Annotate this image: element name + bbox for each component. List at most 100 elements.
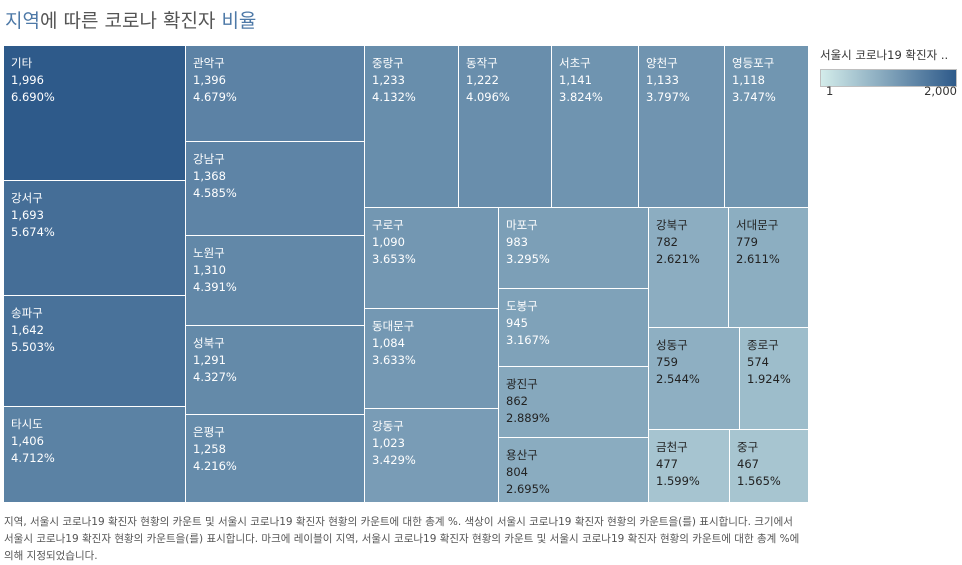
tile-label-group: 동작구 1,222 4.096%	[466, 55, 510, 106]
title-highlight-ratio: 비율	[221, 10, 257, 32]
chart-title: 지역에 따른 코로나 확진자 비율	[5, 6, 256, 33]
tile-label-group: 서초구 1,141 3.824%	[559, 55, 603, 106]
tile-percent-label: 3.167%	[506, 333, 550, 347]
tile-region-label: 금천구	[656, 440, 688, 454]
treemap: 기타 1,996 6.690% 강서구 1,693 5.674% 송파구 1,642 5.503…	[4, 46, 809, 503]
tile-percent-label: 3.747%	[732, 90, 776, 104]
tile-region-label: 노원구	[193, 246, 225, 260]
title-middle: 에 따른 코로나 확진자	[39, 10, 222, 32]
tile-count-label: 1,406	[11, 434, 44, 448]
treemap-tile[interactable]: 성동구 759 2.544%	[649, 328, 740, 430]
tile-region-label: 서대문구	[736, 218, 779, 232]
tile-count-label: 1,084	[372, 336, 405, 350]
treemap-tile[interactable]: 강남구 1,368 4.585%	[186, 142, 365, 236]
chart-caption: 지역, 서울시 코로나19 확진자 현황의 카운트 및 서울시 코로나19 확진…	[4, 516, 800, 562]
tile-label-group: 종로구 574 1.924%	[747, 337, 791, 388]
tile-label-group: 은평구 1,258 4.216%	[193, 424, 237, 475]
tile-percent-label: 3.633%	[372, 353, 416, 367]
tile-label-group: 성동구 759 2.544%	[656, 337, 700, 388]
tile-region-label: 기타	[11, 56, 33, 70]
tile-label-group: 마포구 983 3.295%	[506, 217, 550, 268]
tile-percent-label: 3.295%	[506, 252, 550, 266]
treemap-tile[interactable]: 노원구 1,310 4.391%	[186, 236, 365, 326]
tile-label-group: 양천구 1,133 3.797%	[646, 55, 690, 106]
treemap-tile[interactable]: 중랑구 1,233 4.132%	[365, 46, 459, 208]
tile-region-label: 송파구	[11, 306, 43, 320]
tile-label-group: 도봉구 945 3.167%	[506, 298, 550, 349]
tile-count-label: 983	[506, 235, 528, 249]
treemap-tile[interactable]: 송파구 1,642 5.503%	[4, 296, 186, 407]
tile-region-label: 구로구	[372, 218, 404, 232]
treemap-tile[interactable]: 영등포구 1,118 3.747%	[725, 46, 809, 208]
tile-region-label: 관악구	[193, 56, 225, 70]
treemap-tile[interactable]: 동대문구 1,084 3.633%	[365, 309, 499, 409]
tile-count-label: 1,310	[193, 263, 226, 277]
tile-count-label: 1,023	[372, 436, 405, 450]
tile-count-label: 779	[736, 235, 758, 249]
tile-region-label: 영등포구	[732, 56, 775, 70]
treemap-tile[interactable]: 구로구 1,090 3.653%	[365, 208, 499, 309]
tile-region-label: 도봉구	[506, 299, 538, 313]
treemap-tile[interactable]: 서대문구 779 2.611%	[729, 208, 809, 328]
tile-percent-label: 2.889%	[506, 411, 550, 425]
tile-label-group: 타시도 1,406 4.712%	[11, 416, 55, 467]
treemap-tile[interactable]: 중구 467 1.565%	[730, 430, 809, 503]
treemap-tile[interactable]: 은평구 1,258 4.216%	[186, 415, 365, 503]
tile-label-group: 송파구 1,642 5.503%	[11, 305, 55, 356]
tile-count-label: 759	[656, 355, 678, 369]
tile-region-label: 동대문구	[372, 319, 415, 333]
title-highlight-region: 지역	[5, 10, 40, 32]
tile-percent-label: 3.429%	[372, 453, 416, 467]
tile-count-label: 862	[506, 394, 528, 408]
treemap-tile[interactable]: 도봉구 945 3.167%	[499, 289, 649, 367]
tile-percent-label: 4.096%	[466, 90, 510, 104]
treemap-tile[interactable]: 성북구 1,291 4.327%	[186, 326, 365, 415]
tile-label-group: 강북구 782 2.621%	[656, 217, 700, 268]
tile-label-group: 구로구 1,090 3.653%	[372, 217, 416, 268]
tile-region-label: 용산구	[506, 448, 538, 462]
tile-percent-label: 2.621%	[656, 252, 700, 266]
tile-count-label: 1,368	[193, 169, 226, 183]
tile-region-label: 강서구	[11, 191, 43, 205]
tile-count-label: 1,133	[646, 73, 679, 87]
treemap-tile[interactable]: 종로구 574 1.924%	[740, 328, 809, 430]
tile-percent-label: 4.391%	[193, 280, 237, 294]
treemap-tile[interactable]: 용산구 804 2.695%	[499, 438, 649, 503]
tile-label-group: 중구 467 1.565%	[737, 439, 781, 490]
tile-percent-label: 4.132%	[372, 90, 416, 104]
tile-region-label: 양천구	[646, 56, 678, 70]
treemap-tile[interactable]: 광진구 862 2.889%	[499, 367, 649, 438]
tile-percent-label: 1.599%	[656, 474, 700, 488]
tile-region-label: 성북구	[193, 336, 225, 350]
tile-count-label: 1,693	[11, 208, 44, 222]
tile-region-label: 동작구	[466, 56, 498, 70]
treemap-tile[interactable]: 동작구 1,222 4.096%	[459, 46, 552, 208]
treemap-tile[interactable]: 타시도 1,406 4.712%	[4, 407, 186, 503]
tile-percent-label: 2.544%	[656, 372, 700, 386]
treemap-tile[interactable]: 마포구 983 3.295%	[499, 208, 649, 289]
tile-percent-label: 5.674%	[11, 225, 55, 239]
legend-max-label: 2,000	[924, 84, 957, 98]
tile-label-group: 영등포구 1,118 3.747%	[732, 55, 776, 106]
treemap-tile[interactable]: 서초구 1,141 3.824%	[552, 46, 639, 208]
tile-count-label: 1,291	[193, 353, 226, 367]
tile-percent-label: 4.679%	[193, 90, 237, 104]
tile-count-label: 1,996	[11, 73, 44, 87]
tile-label-group: 동대문구 1,084 3.633%	[372, 318, 416, 369]
tile-region-label: 강북구	[656, 218, 688, 232]
tile-count-label: 1,396	[193, 73, 226, 87]
tile-percent-label: 3.653%	[372, 252, 416, 266]
treemap-tile[interactable]: 관악구 1,396 4.679%	[186, 46, 365, 142]
tile-count-label: 467	[737, 457, 759, 471]
tile-percent-label: 4.216%	[193, 459, 237, 473]
treemap-tile[interactable]: 기타 1,996 6.690%	[4, 46, 186, 181]
tile-percent-label: 6.690%	[11, 90, 55, 104]
treemap-tile[interactable]: 강동구 1,023 3.429%	[365, 409, 499, 503]
tile-count-label: 1,090	[372, 235, 405, 249]
treemap-tile[interactable]: 금천구 477 1.599%	[649, 430, 730, 503]
treemap-tile[interactable]: 양천구 1,133 3.797%	[639, 46, 725, 208]
tile-region-label: 은평구	[193, 425, 225, 439]
treemap-tile[interactable]: 강북구 782 2.621%	[649, 208, 729, 328]
tile-percent-label: 3.797%	[646, 90, 690, 104]
treemap-tile[interactable]: 강서구 1,693 5.674%	[4, 181, 186, 296]
